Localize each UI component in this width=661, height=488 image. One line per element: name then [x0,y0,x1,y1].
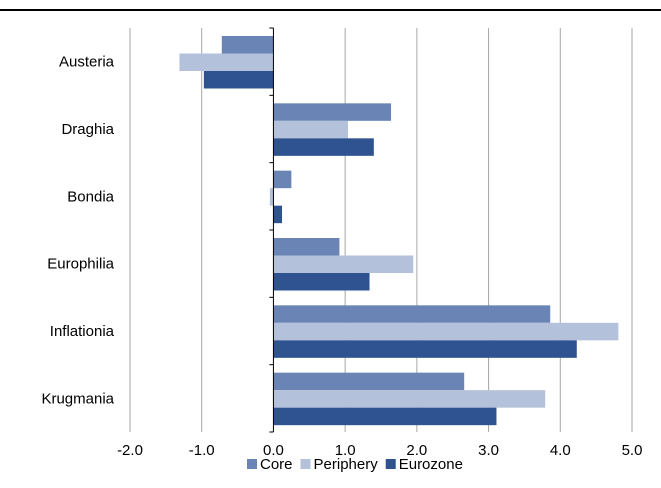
x-tick-label: 5.0 [622,442,643,459]
legend-swatch-core [247,459,257,469]
x-tick-label: 3.0 [478,442,499,459]
axes [269,27,274,433]
bar-eurozone-krugmania [273,407,497,426]
legend-label-periphery: Periphery [314,456,379,473]
x-tick-label: 4.0 [550,442,571,459]
x-tick-label: 0.0 [263,442,284,459]
bar-eurozone-draghia [273,138,374,156]
category-label: Austeria [59,54,115,71]
bar-eurozone-europhilia [273,273,370,291]
bar-core-draghia [273,103,392,121]
category-label: Draghia [61,121,114,138]
bar-eurozone-bondia [273,205,283,224]
bar-core-krugmania [273,372,465,391]
x-tick-label: -1.0 [189,442,215,459]
bar-periphery-draghia [273,120,349,139]
bar-core-europhilia [273,238,340,256]
bar-core-austeria [221,36,274,54]
bar-periphery-austeria [179,53,274,71]
legend-label-eurozone: Eurozone [399,456,463,473]
bar-periphery-inflationia [273,322,619,341]
tick-labels: -2.0 -1.0 0.0 1.0 2.0 3.0 4.0 5.0 [117,442,642,459]
gridlines [129,28,633,432]
legend-swatch-eurozone [385,459,396,469]
bar-eurozone-inflationia [273,340,577,358]
bar-periphery-krugmania [273,390,546,408]
category-label: Inflationia [50,323,115,340]
bar-eurozone-austeria [203,71,274,89]
legend-label-core: Core [260,456,293,473]
bar-core-bondia [273,170,292,189]
bar-periphery-europhilia [273,255,414,273]
category-label: Krugmania [41,390,114,407]
legend-swatch-periphery [300,459,311,469]
category-label: Bondia [67,188,114,205]
bar-core-inflationia [273,305,551,323]
x-tick-label: 1.0 [335,442,356,459]
x-tick-label: 2.0 [406,442,427,459]
bar-periphery-bondia [269,188,274,206]
x-tick-label: -2.0 [117,442,143,459]
category-label: Europhilia [47,256,114,273]
legend: Core Periphery Eurozone [247,456,463,473]
category-labels: Austeria Draghia Bondia Europhilia Inflation… [41,54,114,408]
bars [179,36,619,426]
